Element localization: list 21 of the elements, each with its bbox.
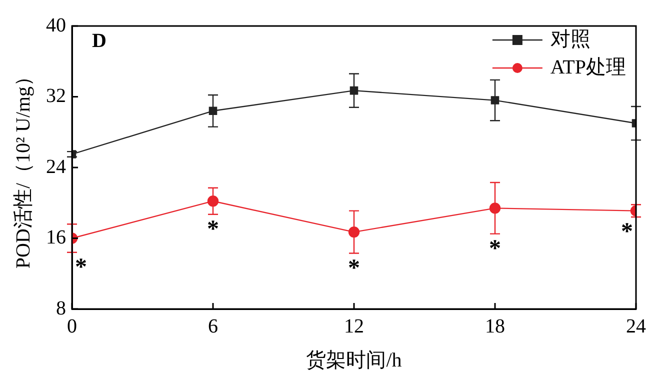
x-tick-label: 24 bbox=[626, 315, 646, 338]
annotation: * bbox=[207, 216, 219, 243]
y-tick-label: 16 bbox=[46, 226, 66, 248]
y-tick-label: 8 bbox=[56, 297, 66, 320]
annotation: D bbox=[92, 30, 106, 52]
x-tick-label: 0 bbox=[67, 315, 77, 338]
x-tick-label: 6 bbox=[208, 315, 218, 338]
y-tick-label: 40 bbox=[46, 14, 66, 36]
x-tick-label: 18 bbox=[485, 315, 505, 338]
point bbox=[489, 202, 501, 214]
annotation: * bbox=[75, 254, 87, 281]
y-tick-label: 32 bbox=[46, 85, 66, 107]
legend-label: ATP处理 bbox=[550, 56, 626, 78]
y-tick-label: 24 bbox=[46, 156, 66, 178]
legend-label: 对照 bbox=[550, 28, 590, 50]
annotation: * bbox=[621, 219, 633, 246]
x-tick-label: 12 bbox=[344, 315, 364, 338]
annotation: * bbox=[489, 236, 501, 262]
x-axis-title: 货架时间/h bbox=[306, 349, 402, 372]
y-axis-title: POD活性/（10² U/mg） bbox=[12, 66, 34, 269]
annotation: * bbox=[348, 255, 360, 282]
